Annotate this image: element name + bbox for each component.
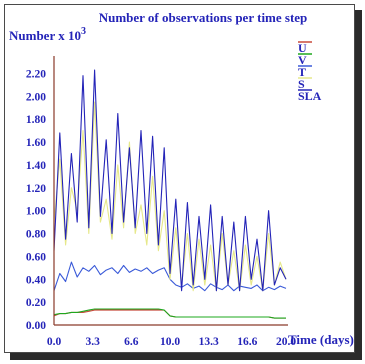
- plot-lines: [53, 69, 287, 319]
- frame-shadow-bottom: [10, 353, 362, 360]
- y-tick-label: 2.00: [26, 91, 46, 103]
- x-tick-label: 0.0: [47, 336, 62, 348]
- legend-label-s: S: [298, 77, 305, 91]
- y-tick-label: 0.60: [26, 251, 46, 263]
- y-axis-label: Number x 103: [9, 26, 86, 43]
- legend-label-u: U: [298, 41, 307, 55]
- x-tick-label: 20.0: [276, 336, 296, 348]
- series-line-sla: [53, 69, 287, 292]
- y-tick-label: 0.00: [26, 320, 46, 332]
- y-tick-label: 1.60: [26, 137, 46, 149]
- y-tick-label: 1.20: [26, 183, 46, 195]
- x-tick-label: 10.0: [160, 336, 180, 348]
- x-tick-label: 3.3: [85, 336, 100, 348]
- legend-label-v: V: [298, 53, 307, 67]
- y-tick-labels: 0.00 0.20 0.40 0.60 0.80 1.00 1.20 1.40 1.60 1.80…: [26, 68, 46, 332]
- legend-label-t: T: [298, 65, 306, 79]
- y-tick-label: 1.00: [26, 206, 46, 218]
- y-tick-label: 2.20: [26, 68, 46, 80]
- series-line-v: [53, 308, 286, 319]
- axes: [53, 56, 288, 326]
- x-tick-label: 13.3: [199, 336, 219, 348]
- chart-title: Number of observations per time step: [99, 10, 308, 25]
- y-tick-label: 1.40: [26, 160, 46, 172]
- x-tick-labels: 0.0 3.3 6.6 10.0 13.3 16.6 20.0: [47, 336, 297, 348]
- y-tick-label: 0.40: [26, 274, 46, 286]
- x-tick-label: 16.6: [237, 336, 257, 348]
- y-axis-label-exponent: 3: [81, 26, 86, 37]
- series-line-s: [53, 101, 287, 292]
- y-axis-label-base: Number x 10: [9, 28, 81, 43]
- legend-label-sla: SLA: [298, 89, 322, 103]
- frame-shadow-right: [355, 10, 362, 360]
- x-tick-label: 6.6: [124, 336, 139, 348]
- y-tick-label: 0.20: [26, 297, 46, 309]
- y-tick-label: 0.80: [26, 229, 46, 241]
- x-axis-label: Time (days): [288, 332, 354, 347]
- y-tick-label: 1.80: [26, 114, 46, 126]
